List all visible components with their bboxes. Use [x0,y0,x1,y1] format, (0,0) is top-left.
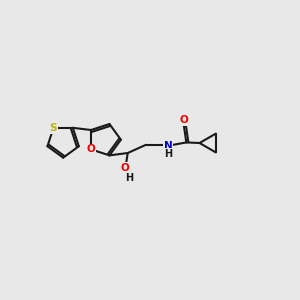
Text: O: O [121,163,130,173]
Text: O: O [87,144,95,154]
Text: N: N [164,141,172,151]
Text: H: H [125,173,133,183]
Text: O: O [180,115,188,125]
Text: H: H [164,149,172,159]
Text: S: S [50,123,57,133]
